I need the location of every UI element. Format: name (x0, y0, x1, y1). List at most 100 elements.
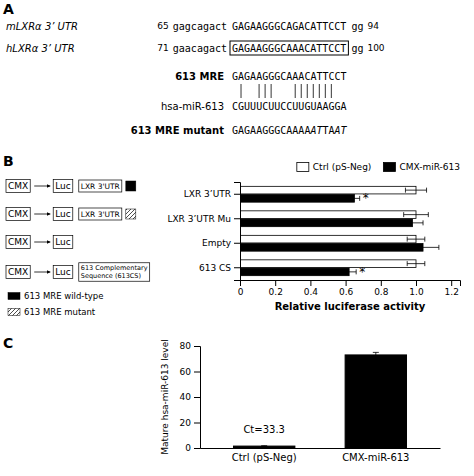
promoter-box (6, 266, 30, 279)
reporter-box (53, 208, 73, 221)
tick: Ctrl (pS-Neg) (232, 448, 297, 463)
sequence: GAGAAGGGCAAACATTCCT (232, 71, 347, 82)
plot-area (240, 186, 439, 275)
reporter-group: Luc (53, 180, 73, 193)
tick: 1.2 (445, 280, 459, 297)
bar (240, 195, 354, 203)
y-axis-title: Mature hsa-miR-613 level (160, 339, 170, 454)
pairing-line (271, 84, 272, 98)
y-axis: 0 20 40 60 80 (180, 341, 201, 453)
row-label: 613 MRE (175, 71, 224, 82)
tick: 60 (180, 367, 200, 377)
tick-mark (234, 194, 240, 195)
arrow (34, 186, 50, 187)
tick-label: 0 (185, 443, 191, 453)
position-number: 71 (157, 43, 168, 53)
bar (240, 186, 416, 194)
tick-mark (194, 448, 200, 449)
tick-label: 0.4 (304, 287, 319, 297)
tick-label: 40 (180, 392, 192, 402)
panel-label: A (3, 1, 14, 17)
pairing-line (295, 84, 296, 98)
tick: CMX-miR-613 (342, 448, 409, 463)
x-axis-title: Relative luciferase activity (275, 301, 426, 312)
y-axis: LXR 3’UTRLXR 3’UTR MuEmpty613 CS (167, 183, 240, 281)
tick-label: 0 (238, 287, 244, 297)
row-label: mLXRα 3’ UTR (6, 21, 78, 32)
legend-swatch (297, 163, 309, 172)
plot-area (233, 352, 406, 448)
legend-swatch (383, 163, 395, 172)
tick: LXR 3’UTR (184, 189, 240, 199)
significance-label: * (363, 191, 369, 205)
error-bar (407, 237, 425, 242)
position-number: 65 (157, 21, 168, 31)
bar-chart: Ct=33.3020406080Ctrl (pS-Neg)CMX-miR-613… (160, 339, 441, 463)
promoter: CMX (8, 237, 28, 247)
axis-line (194, 347, 201, 449)
mre-element (126, 209, 136, 219)
bar (240, 268, 349, 276)
reporter-box (53, 236, 73, 249)
sequence-suffix: gg (351, 43, 363, 54)
tick-mark (416, 280, 417, 286)
pairing-line (319, 84, 320, 98)
insert-box (79, 263, 150, 281)
error-bar (373, 352, 379, 357)
significance-label: * (359, 265, 365, 279)
tick: 40 (180, 392, 200, 402)
tick: 0.2 (269, 280, 283, 297)
reporter-group: Luc (53, 266, 73, 279)
sequence-prefix: gagcagact (173, 21, 227, 32)
axis-line (241, 281, 461, 287)
tick-mark (194, 423, 200, 424)
tick-label: 0.2 (269, 287, 283, 297)
legend-item: CMX-miR-613 (383, 162, 460, 172)
sequence-box (230, 41, 348, 55)
promoter-box (6, 180, 30, 193)
tick-label: 80 (180, 341, 192, 351)
tick-label: Empty (202, 238, 232, 248)
x-axis: 00.20.40.60.81.01.2 (238, 280, 461, 297)
error-bar (405, 188, 426, 193)
pairing-line (265, 84, 266, 98)
sequence: GAGAAGGGCAGACATTCCT (232, 21, 346, 32)
legend-label: CMX-miR-613 (399, 162, 460, 172)
legend-swatch (8, 309, 20, 316)
tick-label: 20 (180, 418, 192, 428)
panel-label: B (3, 153, 14, 169)
sequence: CGUUUCUUCCUUGUAAGGA (232, 101, 347, 112)
legend: Ctrl (pS-Neg) CMX-miR-613 (297, 162, 460, 172)
tick: 1.0 (409, 280, 424, 297)
tick-mark (381, 280, 382, 286)
tick-mark (275, 280, 276, 286)
bar (240, 219, 412, 227)
mre-element (126, 181, 136, 191)
legend-swatch (8, 293, 20, 300)
promoter-box (6, 208, 30, 221)
tick-label: CMX-miR-613 (342, 452, 409, 463)
bar (345, 355, 406, 448)
axis-line (201, 448, 441, 449)
promoter: CMX (8, 181, 28, 191)
insert-box (79, 180, 122, 192)
construct-diagram: CMXLucLXR 3'UTRCMXLucLXR 3'UTRCMXLucCMXL… (6, 180, 150, 318)
promoter-group: CMX (6, 180, 30, 193)
tick-label: LXR 3’UTR (184, 189, 231, 199)
sequence-panel: mLXRα 3’ UTR 65 gagcagact GAGAAGGGCAGACATTC… (6, 21, 385, 136)
tick-label: LXR 3’UTR Mu (167, 214, 231, 224)
promoter-box (6, 236, 30, 249)
tick-mark (310, 280, 311, 286)
arrow (34, 242, 50, 243)
insert: 613 ComplementarySequence (613CS) (81, 264, 148, 279)
promoter-group: CMX (6, 208, 30, 221)
insert-group: LXR 3'UTR (79, 208, 122, 220)
legend-label: Ctrl (pS-Neg) (313, 162, 372, 172)
tick-mark (346, 280, 347, 286)
promoter-group: CMX (6, 236, 30, 249)
reporter-box (53, 266, 73, 279)
bar-chart: **00.20.40.60.81.01.2LXR 3’UTRLXR 3’UTR … (167, 162, 460, 312)
position-number: 100 (367, 43, 384, 53)
tick: 20 (180, 418, 200, 428)
tick-mark (194, 346, 200, 347)
